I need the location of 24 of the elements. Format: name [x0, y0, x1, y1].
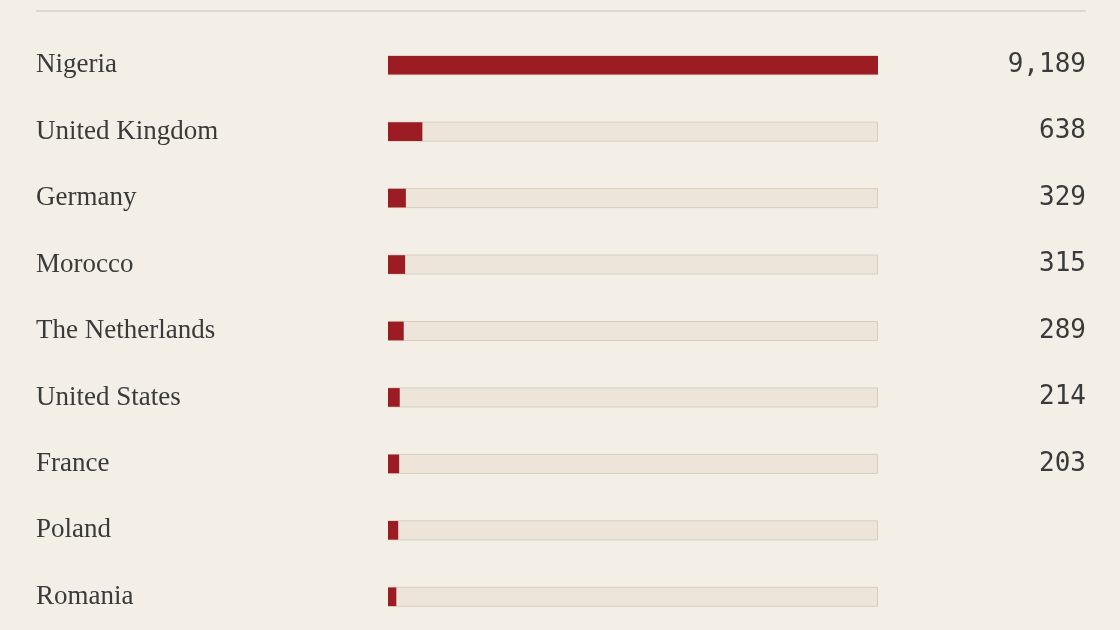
y-tick-label: Morocco [36, 247, 134, 278]
y-tick-label: The Netherlands [36, 314, 216, 345]
bar [388, 388, 400, 407]
data-label: 9,189 [1007, 47, 1086, 78]
bar [388, 521, 399, 540]
bar [388, 321, 404, 341]
data-label: 329 [1039, 180, 1086, 211]
bar [388, 122, 423, 141]
y-tick-label: Poland [36, 513, 112, 544]
y-tick-label: Romania [36, 579, 134, 610]
bar [388, 587, 397, 607]
y-tick-label: Germany [36, 181, 137, 212]
y-tick-label: Nigeria [36, 48, 117, 79]
bar [388, 188, 406, 208]
data-label: 203 [1039, 446, 1086, 477]
bar [388, 255, 406, 274]
y-tick-label: France [36, 446, 110, 477]
data-label: 315 [1039, 247, 1086, 278]
bar [388, 454, 400, 474]
data-label: 638 [1039, 114, 1086, 145]
y-tick-label: United Kingdom [36, 114, 219, 145]
y-tick-label: United States [36, 380, 181, 411]
data-label: 214 [1039, 380, 1086, 411]
data-label: 289 [1039, 313, 1086, 344]
